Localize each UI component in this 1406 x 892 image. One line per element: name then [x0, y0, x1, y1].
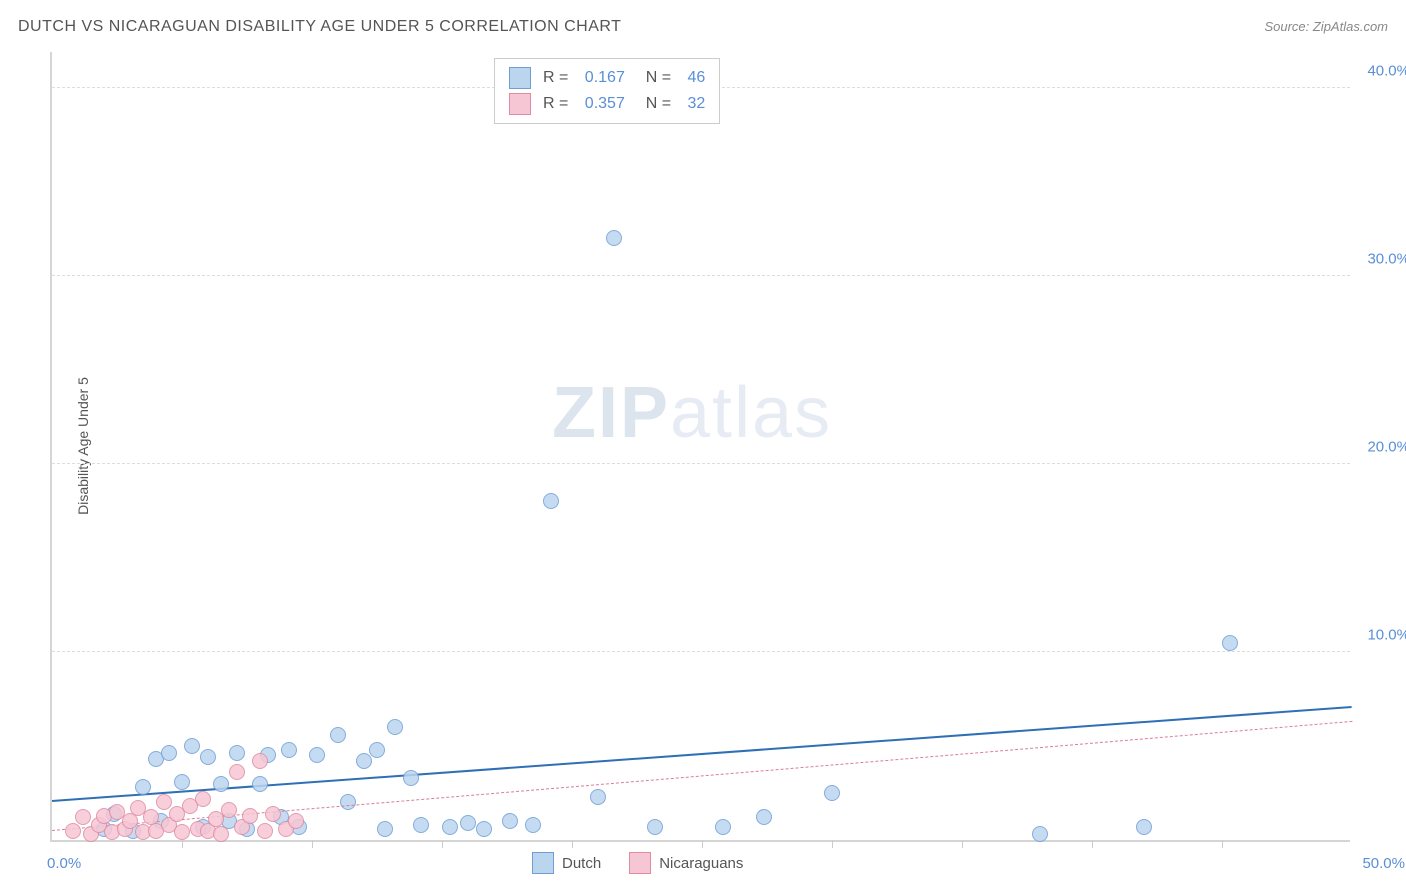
- x-tick: [442, 840, 443, 848]
- scatter-point: [756, 809, 772, 825]
- n-value: 46: [688, 69, 706, 87]
- scatter-point: [75, 809, 91, 825]
- scatter-point: [715, 819, 731, 835]
- scatter-point: [135, 779, 151, 795]
- correlation-row: R = 0.167 N = 46: [509, 65, 705, 91]
- x-tick: [572, 840, 573, 848]
- scatter-point: [252, 753, 268, 769]
- scatter-point: [65, 823, 81, 839]
- x-tick: [1222, 840, 1223, 848]
- y-tick-label: 30.0%: [1355, 250, 1406, 267]
- scatter-point: [340, 794, 356, 810]
- scatter-point: [229, 764, 245, 780]
- gridline: [52, 651, 1350, 652]
- scatter-point: [1222, 635, 1238, 651]
- scatter-point: [242, 808, 258, 824]
- scatter-point: [824, 785, 840, 801]
- watermark-bold: ZIP: [552, 373, 670, 453]
- scatter-point: [213, 826, 229, 842]
- x-tick: [832, 840, 833, 848]
- scatter-point: [330, 727, 346, 743]
- legend-swatch: [509, 93, 531, 115]
- series-legend: Dutch Nicaraguans: [532, 852, 743, 874]
- scatter-point: [281, 742, 297, 758]
- watermark: ZIPatlas: [552, 372, 832, 454]
- scatter-point: [543, 493, 559, 509]
- legend-swatch: [509, 67, 531, 89]
- scatter-point: [221, 802, 237, 818]
- legend-item: Nicaraguans: [629, 852, 743, 874]
- n-label: N =: [637, 95, 676, 113]
- watermark-light: atlas: [670, 373, 832, 453]
- scatter-point: [213, 776, 229, 792]
- scatter-point: [200, 749, 216, 765]
- scatter-point: [161, 745, 177, 761]
- scatter-point: [229, 745, 245, 761]
- x-tick: [702, 840, 703, 848]
- y-tick-label: 20.0%: [1355, 438, 1406, 455]
- scatter-point: [387, 719, 403, 735]
- scatter-point: [195, 791, 211, 807]
- scatter-point: [356, 753, 372, 769]
- scatter-point: [184, 738, 200, 754]
- scatter-point: [590, 789, 606, 805]
- legend-swatch: [532, 852, 554, 874]
- x-origin-label: 0.0%: [47, 855, 81, 872]
- scatter-point: [413, 817, 429, 833]
- legend-swatch: [629, 852, 651, 874]
- plot-area: ZIPatlas 10.0%20.0%30.0%40.0%0.0%50.0%R …: [50, 52, 1350, 842]
- scatter-point: [174, 774, 190, 790]
- r-label: R =: [543, 69, 573, 87]
- scatter-point: [606, 230, 622, 246]
- scatter-point: [1032, 826, 1048, 842]
- x-max-label: 50.0%: [1362, 855, 1405, 872]
- chart-title: DUTCH VS NICARAGUAN DISABILITY AGE UNDER…: [18, 18, 621, 36]
- scatter-point: [252, 776, 268, 792]
- scatter-point: [403, 770, 419, 786]
- title-bar: DUTCH VS NICARAGUAN DISABILITY AGE UNDER…: [18, 18, 1388, 36]
- n-label: N =: [637, 69, 676, 87]
- x-tick: [182, 840, 183, 848]
- legend-label: Dutch: [562, 855, 601, 872]
- scatter-point: [442, 819, 458, 835]
- scatter-point: [174, 824, 190, 840]
- correlation-row: R = 0.357 N = 32: [509, 91, 705, 117]
- correlation-legend: R = 0.167 N = 46R = 0.357 N = 32: [494, 58, 720, 124]
- scatter-point: [525, 817, 541, 833]
- r-value: 0.357: [585, 95, 625, 113]
- scatter-point: [309, 747, 325, 763]
- x-tick: [1092, 840, 1093, 848]
- scatter-point: [476, 821, 492, 837]
- y-tick-label: 40.0%: [1355, 62, 1406, 79]
- scatter-point: [377, 821, 393, 837]
- scatter-point: [265, 806, 281, 822]
- gridline: [52, 463, 1350, 464]
- scatter-point: [1136, 819, 1152, 835]
- scatter-point: [460, 815, 476, 831]
- x-tick: [962, 840, 963, 848]
- scatter-point: [288, 813, 304, 829]
- n-value: 32: [688, 95, 706, 113]
- scatter-point: [369, 742, 385, 758]
- gridline: [52, 275, 1350, 276]
- legend-item: Dutch: [532, 852, 601, 874]
- r-label: R =: [543, 95, 573, 113]
- y-tick-label: 10.0%: [1355, 626, 1406, 643]
- scatter-point: [647, 819, 663, 835]
- x-tick: [312, 840, 313, 848]
- source-label: Source: ZipAtlas.com: [1264, 19, 1388, 34]
- legend-label: Nicaraguans: [659, 855, 743, 872]
- r-value: 0.167: [585, 69, 625, 87]
- scatter-point: [257, 823, 273, 839]
- trend-line-dutch: [52, 706, 1352, 802]
- scatter-point: [502, 813, 518, 829]
